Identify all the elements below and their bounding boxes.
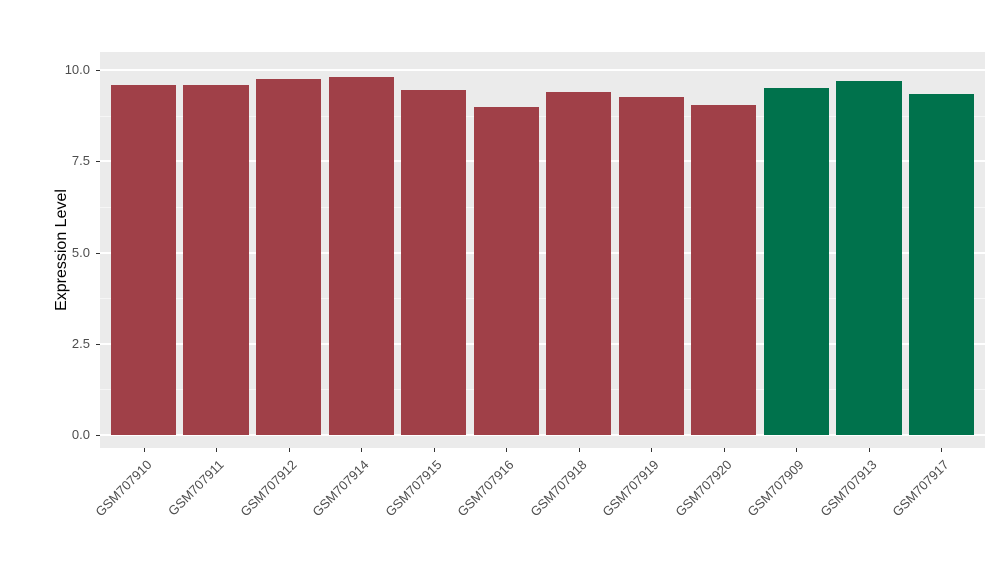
major-gridline	[100, 251, 985, 254]
x-axis-tick-label: GSM707917	[889, 457, 953, 520]
y-axis-tick-mark	[96, 435, 100, 436]
x-axis-tick-label: GSM707911	[165, 457, 227, 519]
x-axis-tick-label: GSM707910	[91, 457, 155, 520]
x-axis-tick-mark	[578, 448, 580, 452]
bar	[473, 106, 539, 435]
x-axis-tick-label: GSM707912	[236, 457, 300, 520]
plot-panel	[100, 52, 985, 448]
minor-gridline	[100, 389, 985, 391]
x-axis-tick-label: GSM707918	[527, 457, 590, 520]
bar	[618, 97, 684, 435]
x-axis-tick-label: GSM707913	[817, 457, 880, 520]
x-axis-tick-mark	[796, 448, 798, 452]
major-gridline	[100, 160, 985, 163]
x-axis-tick-mark	[651, 448, 653, 452]
x-axis-tick-label: GSM707909	[744, 457, 807, 520]
x-axis-tick-mark	[868, 448, 870, 452]
x-axis-tick-label: GSM707920	[672, 457, 735, 520]
y-axis-tick-label: 5.0	[71, 244, 90, 260]
minor-gridline	[100, 115, 985, 117]
bar	[763, 88, 830, 435]
bar	[110, 84, 177, 435]
x-axis-tick-mark	[143, 448, 145, 452]
y-axis-tick-label: 7.5	[71, 153, 90, 169]
x-axis-tick-label: GSM707914	[309, 457, 372, 520]
y-axis-tick-mark	[96, 252, 100, 254]
minor-gridline	[100, 206, 985, 208]
y-axis-tick-label: 2.5	[71, 335, 90, 351]
bar	[836, 80, 902, 435]
bar	[255, 79, 322, 435]
bar	[328, 77, 394, 435]
y-axis-tick-label: 0.0	[71, 427, 90, 442]
x-axis-tick-mark	[216, 448, 218, 452]
x-axis-tick-label: GSM707915	[382, 457, 445, 520]
y-axis-tick-mark	[96, 70, 100, 71]
y-axis-tick-mark	[96, 343, 100, 345]
bar	[908, 93, 975, 435]
x-axis-tick-mark	[723, 448, 725, 452]
bar	[546, 91, 612, 435]
x-axis-tick-mark	[506, 448, 508, 452]
x-axis-tick-mark	[433, 448, 435, 452]
x-axis-tick-mark	[361, 448, 363, 452]
major-gridline	[100, 434, 985, 436]
bar	[691, 104, 757, 435]
y-axis-tick-label: 10.0	[64, 62, 90, 77]
major-gridline	[100, 69, 985, 71]
x-axis-tick-mark	[288, 448, 290, 452]
bar	[401, 90, 467, 435]
x-axis-tick-label: GSM707916	[454, 457, 517, 520]
y-axis-tick-mark	[96, 161, 100, 163]
major-gridline	[100, 342, 985, 345]
x-axis-tick-label: GSM707919	[599, 457, 662, 520]
bar	[183, 84, 249, 435]
minor-gridline	[100, 298, 985, 300]
x-axis-tick-mark	[941, 448, 943, 452]
